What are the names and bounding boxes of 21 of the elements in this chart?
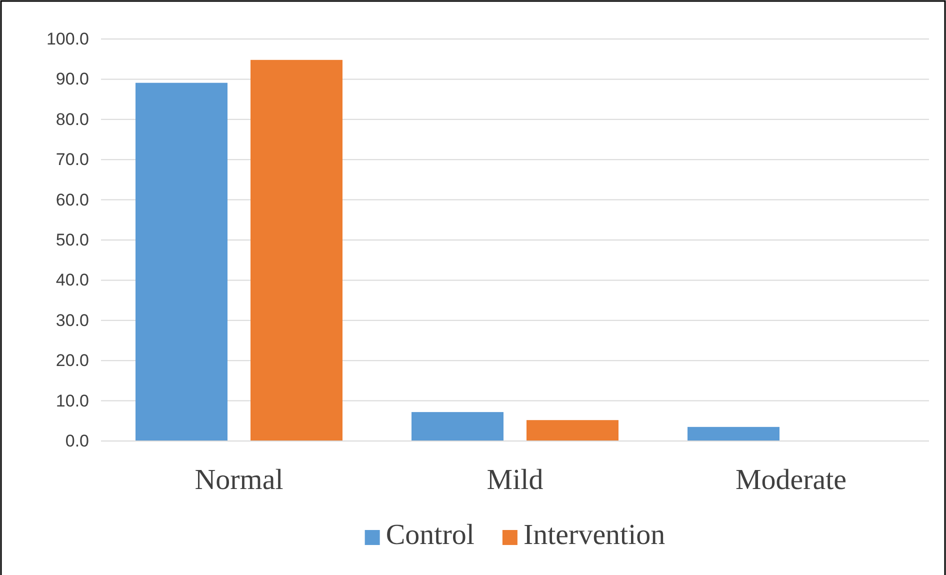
y-tick-label: 60.0 — [56, 190, 89, 210]
bar — [526, 420, 618, 441]
x-tick-label: Mild — [486, 464, 544, 496]
y-tick-label: 0.0 — [65, 431, 89, 450]
y-tick-label: 30.0 — [56, 310, 89, 330]
y-tick-label: 50.0 — [56, 230, 89, 250]
bar — [250, 60, 342, 441]
bar — [412, 412, 504, 441]
y-tick-label: 40.0 — [56, 270, 89, 290]
bar — [688, 426, 780, 441]
x-tick-label: Moderate — [735, 464, 847, 496]
y-tick-label: 20.0 — [56, 351, 89, 370]
y-tick-label: 90.0 — [56, 70, 89, 89]
bar — [136, 82, 228, 441]
x-tick-label: Normal — [194, 464, 284, 496]
y-tick-label: 80.0 — [56, 110, 89, 129]
y-tick-label: 100.0 — [46, 29, 89, 48]
legend-label: Control — [386, 519, 474, 551]
y-tick-label: 70.0 — [56, 150, 89, 170]
legend-label: Intervention — [523, 519, 666, 551]
y-tick-label: 10.0 — [56, 391, 89, 410]
